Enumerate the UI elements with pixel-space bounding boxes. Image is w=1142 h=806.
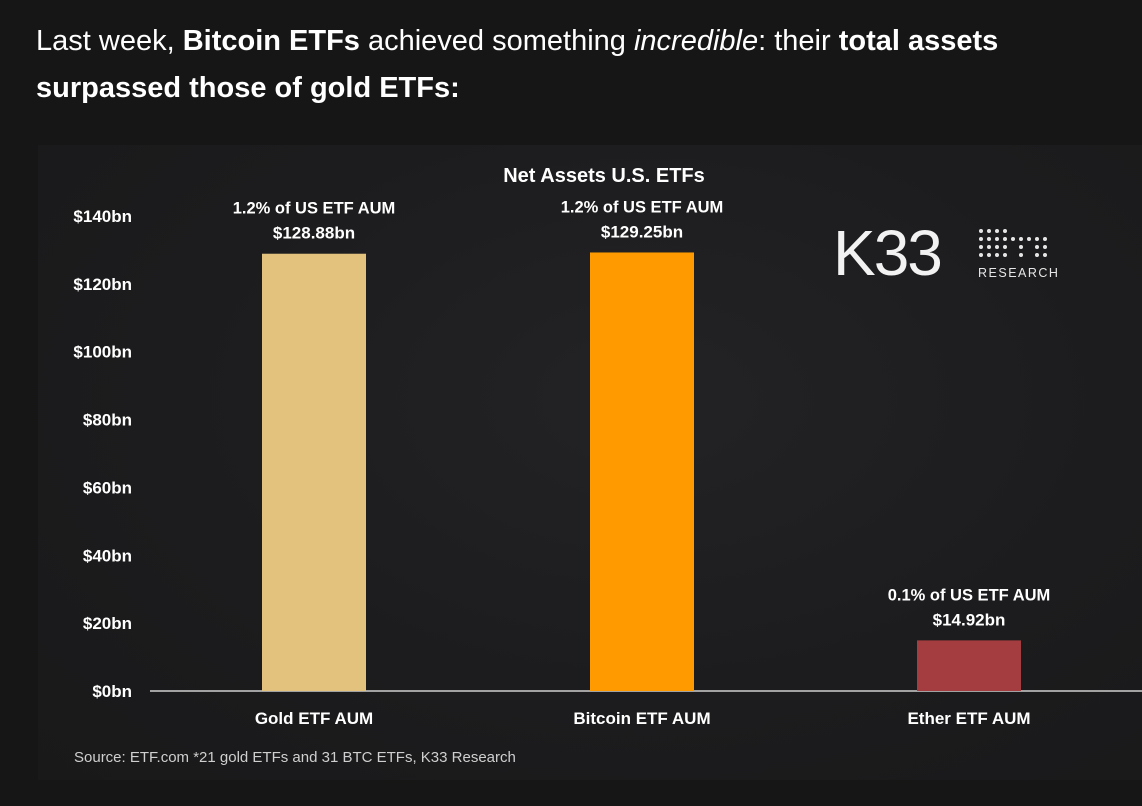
- y-tick-label: $60bn: [83, 478, 132, 497]
- bar-chart: Net Assets U.S. ETFs $0bn $20bn $40bn $60bn $…: [73, 165, 1142, 728]
- caption-bold-bitcoin-etfs: Bitcoin ETFs: [182, 25, 360, 57]
- y-tick-label: $0bn: [92, 682, 132, 701]
- caption-text-2: achieved something: [359, 25, 634, 57]
- bar: [917, 640, 1021, 691]
- bar-share-label: 1.2% of US ETF AUM: [561, 198, 724, 216]
- bar: [262, 253, 366, 691]
- bar-share-label: 0.1% of US ETF AUM: [888, 586, 1051, 604]
- y-tick-label: $20bn: [83, 614, 132, 633]
- x-category-label: Bitcoin ETF AUM: [573, 709, 710, 728]
- logo-dots-icon: [979, 229, 1047, 257]
- bar: [590, 252, 694, 691]
- y-tick-label: $100bn: [73, 343, 132, 362]
- x-category-label: Gold ETF AUM: [255, 709, 373, 728]
- caption-text-3: : their: [758, 25, 839, 57]
- source-note: Source: ETF.com *21 gold ETFs and 31 BTC…: [74, 749, 516, 766]
- logo-mark: K33: [833, 217, 943, 289]
- bar-value-label: $128.88bn: [273, 224, 355, 243]
- k33-research-logo: K33 RESEARCH: [833, 218, 1073, 292]
- tweet-caption: Last week, Bitcoin ETFs achieved somethi…: [36, 18, 1116, 112]
- x-category-label: Ether ETF AUM: [907, 709, 1030, 728]
- y-tick-label: $40bn: [83, 546, 132, 565]
- caption-italic-incredible: incredible: [633, 25, 759, 57]
- bar-share-label: 1.2% of US ETF AUM: [233, 200, 396, 218]
- y-tick-label: $140bn: [73, 207, 132, 226]
- bar-value-label: $14.92bn: [933, 610, 1006, 629]
- caption-text-1: Last week,: [36, 25, 183, 57]
- chart-image: Net Assets U.S. ETFs $0bn $20bn $40bn $60bn $…: [38, 145, 1142, 780]
- caption-bold-total-assets: total assets surpassed those of gold ETF…: [36, 25, 999, 104]
- y-tick-label: $80bn: [83, 411, 132, 430]
- chart-title: Net Assets U.S. ETFs: [503, 165, 705, 187]
- bar-value-label: $129.25bn: [601, 222, 683, 241]
- logo-subtitle: RESEARCH: [978, 266, 1060, 280]
- y-tick-label: $120bn: [73, 275, 132, 294]
